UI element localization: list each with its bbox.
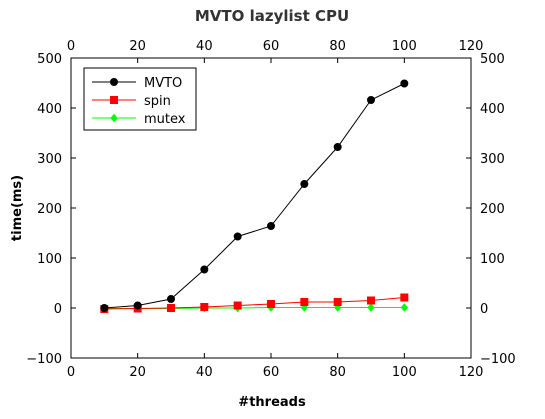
x-tick-label-top: 0 [67,39,75,54]
data-point [367,303,375,312]
x-tick-label-bottom: 0 [67,365,75,380]
y-tick-label-right: 500 [480,52,505,67]
y-tick-label-left: 0 [54,302,62,317]
data-point [233,232,242,241]
data-point [167,295,175,303]
x-axis-label: #threads [238,395,306,410]
y-tick-label-right: 0 [480,302,488,317]
data-point [133,301,142,310]
legend-label: MVTO [144,76,182,91]
x-tick-label-top: 120 [459,39,484,54]
legend-label: spin [144,94,171,109]
data-point [400,79,409,88]
y-tick-label-right: 200 [480,202,505,217]
x-tick-label-top: 60 [263,39,280,54]
legend-box [83,67,197,131]
x-tick-label-top: 80 [329,39,346,54]
data-point [300,298,309,306]
data-point [100,304,109,312]
data-point [367,96,375,104]
data-point [400,293,409,302]
data-point [333,298,342,306]
y-tick-label-left: 200 [37,202,62,217]
series-layer [100,79,409,313]
x-tick-label-top: 100 [392,39,417,54]
data-point [200,303,209,311]
y-tick-label-left: 300 [37,152,62,167]
series-spin [100,293,409,313]
x-tick-label-top: 20 [129,39,146,54]
legend-marker [110,96,118,104]
y-axis-label: time(ms) [10,175,25,241]
x-tick-label-bottom: 80 [329,365,346,380]
data-point [400,303,408,312]
y-tick-label-right: 100 [480,252,505,267]
y-tick-label-left: 500 [37,52,62,67]
y-tick-label-left: 400 [37,102,62,117]
series-line [104,83,405,309]
y-tick-label-left: 100 [37,252,62,267]
x-tick-label-bottom: 20 [129,365,146,380]
x-tick-label-bottom: 60 [263,365,280,380]
data-point [267,300,275,308]
series-mvto [100,79,409,312]
data-point [333,143,342,151]
x-tick-label-bottom: 100 [392,365,417,380]
legend-marker [110,113,118,123]
data-point [200,265,209,274]
legend-entry-mvto: MVTO [92,76,182,91]
y-tick-label-left: −100 [26,352,62,367]
y-tick-label-right: −100 [480,352,516,367]
x-tick-label-bottom: 40 [196,365,213,380]
data-point [267,222,275,230]
legend: MVTO spin mutex [83,67,197,131]
legend-entry-spin: spin [92,94,171,109]
series-line [104,297,405,310]
x-tick-label-top: 40 [196,39,213,54]
legend-entry-mutex: mutex [92,112,186,127]
data-point [367,296,375,305]
y-tick-label-right: 400 [480,102,505,117]
legend-label: mutex [144,112,186,127]
x-tick-label-bottom: 120 [459,365,484,380]
data-point [233,301,242,310]
legend-marker [110,78,118,86]
chart-title: MVTO lazylist CPU [195,7,349,25]
data-point [300,180,309,188]
data-point [167,304,175,312]
y-tick-label-right: 300 [480,152,505,167]
